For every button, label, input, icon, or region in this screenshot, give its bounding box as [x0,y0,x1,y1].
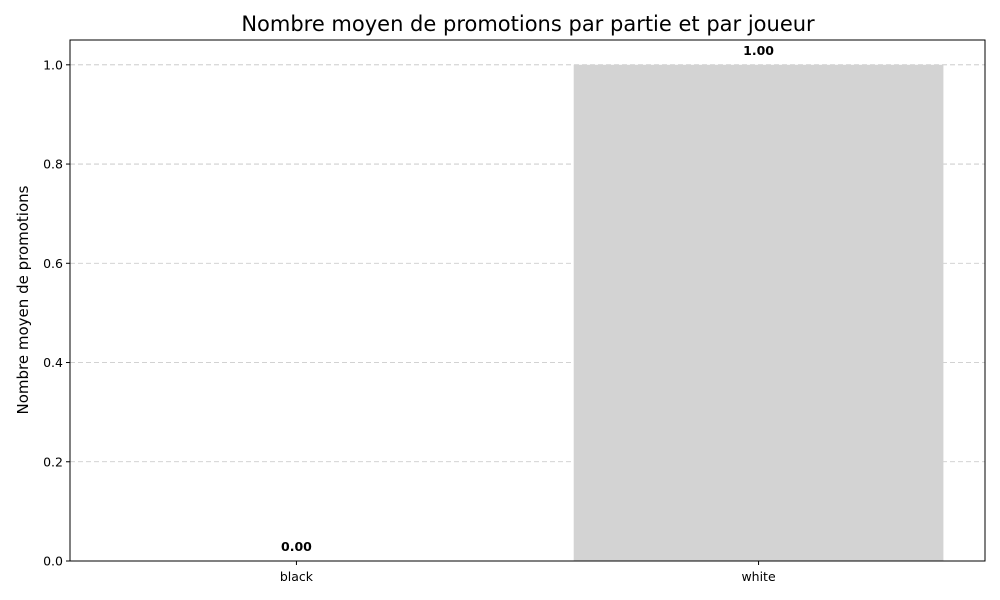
y-tick-label: 1.0 [43,57,63,72]
y-tick-label: 0.4 [43,355,63,370]
y-tick-label: 0.8 [43,157,63,172]
bar-white [573,64,944,562]
y-tick-label: 0.0 [43,554,63,569]
data-label-black: 0.00 [281,539,312,554]
plot-frame [69,39,986,562]
y-axis: 0.0 0.2 0.4 0.6 0.8 1.0 [43,57,70,569]
chart-title: Nombre moyen de promotions par partie et… [241,12,815,36]
x-tick-label-black: black [280,569,314,584]
data-labels: 0.00 1.00 [281,43,774,554]
x-axis: black white [280,561,776,584]
y-tick-label: 0.2 [43,454,63,469]
bars [573,64,944,562]
data-label-white: 1.00 [743,43,774,58]
y-axis-label: Nombre moyen de promotions [14,185,32,414]
y-tick-label: 0.6 [43,256,63,271]
x-tick-label-white: white [741,569,776,584]
